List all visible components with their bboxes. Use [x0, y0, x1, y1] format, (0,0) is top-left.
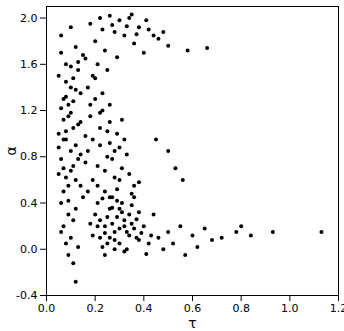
svg-text:0.2: 0.2 — [86, 302, 104, 315]
svg-text:0.0: 0.0 — [20, 243, 38, 256]
svg-text:0.4: 0.4 — [135, 302, 153, 315]
svg-text:-0.4: -0.4 — [16, 289, 37, 302]
svg-text:0.8: 0.8 — [232, 302, 250, 315]
svg-text:0.6: 0.6 — [184, 302, 202, 315]
svg-text:1.2: 1.2 — [330, 302, 344, 315]
svg-text:1.0: 1.0 — [281, 302, 299, 315]
svg-text:α: α — [3, 146, 19, 155]
svg-text:0.0: 0.0 — [38, 302, 56, 315]
svg-text:τ: τ — [188, 315, 196, 331]
svg-text:1.2: 1.2 — [20, 104, 38, 117]
svg-text:0.4: 0.4 — [20, 197, 38, 210]
svg-text:1.6: 1.6 — [20, 58, 38, 71]
svg-text:2.0: 2.0 — [20, 12, 38, 25]
svg-text:0.8: 0.8 — [20, 150, 38, 163]
